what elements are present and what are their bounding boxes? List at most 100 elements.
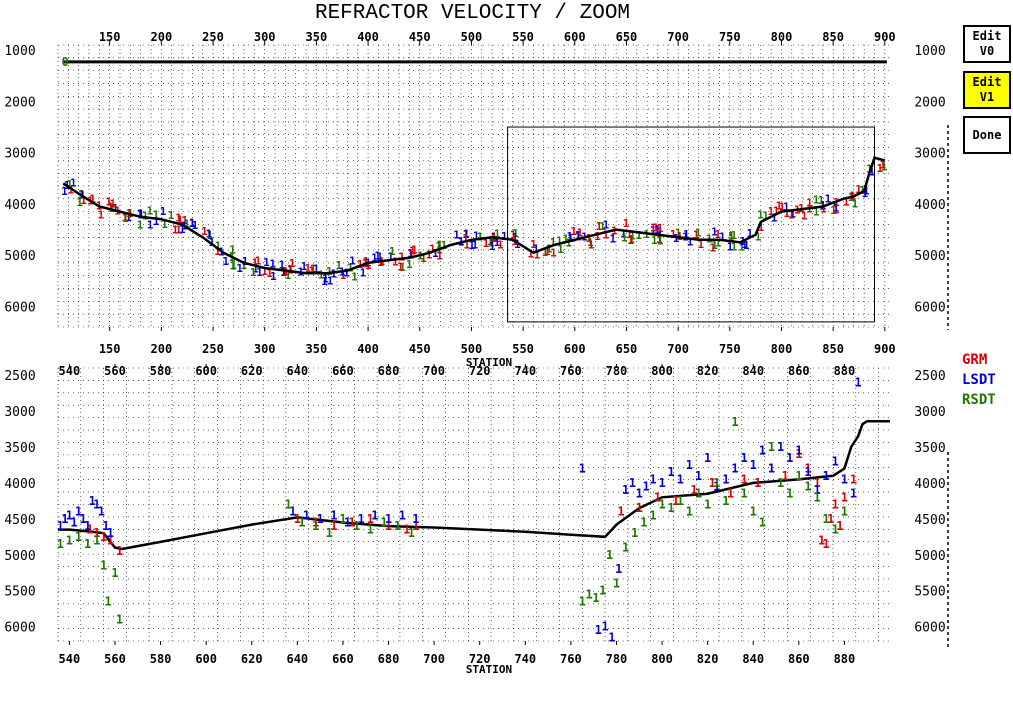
x-tick-label-top: 560 [104,364,126,378]
overview-point: 1 [269,257,276,270]
point-rsdt: 1 [57,537,64,551]
point-lsdt: 1 [777,440,784,454]
overview-point: 1 [89,192,96,205]
edit-v1-button[interactable]: Edit V1 [963,71,1011,109]
x-tick-label-top: 850 [822,30,844,44]
point-lsdt: 1 [579,462,586,476]
x-tick-label-top: 400 [357,30,379,44]
overview-point: 1 [108,202,115,215]
point-lsdt: 1 [850,487,857,501]
overview-point: 1 [223,255,230,268]
overview-point: 1 [365,259,372,272]
overview-point: 1 [727,240,734,253]
point-grm: 1 [727,487,734,501]
overview-point: 1 [556,234,563,247]
point-lsdt: 1 [66,508,73,522]
x-tick-label-bottom: 880 [834,652,856,666]
x-tick-label-bottom: 350 [306,342,328,356]
point-lsdt: 1 [841,472,848,486]
overview-point: 1 [172,223,179,236]
overview-point: 1 [349,255,356,268]
overview-point: 1 [408,249,415,262]
overview-point: 1 [351,270,358,283]
overview-point: 1 [98,209,105,222]
x-tick-label-bottom: 600 [195,652,217,666]
point-rsdt: 1 [111,566,118,580]
overview-point: 1 [80,194,87,207]
overview-point: 1 [436,250,443,263]
x-tick-label-top: 580 [150,364,172,378]
point-grm: 1 [100,530,107,544]
overview-point: 1 [161,218,168,231]
overview-point: 1 [783,200,790,213]
done-button[interactable]: Done [963,116,1011,154]
y-tick-label-left: 4500 [4,513,35,528]
overview-point: 1 [562,232,569,245]
overview-point: 1 [575,229,582,242]
point-rsdt: 1 [380,515,387,529]
overview-point: 1 [61,185,68,198]
point-lsdt: 1 [677,472,684,486]
overview-point: 1 [820,202,827,215]
overview-point: 1 [530,238,537,251]
overview-point: 1 [371,251,378,264]
overview-point: 1 [473,230,480,243]
point-rsdt: 1 [622,541,629,555]
point-rsdt: 1 [713,476,720,490]
overview-point: 1 [285,269,292,282]
point-rsdt: 1 [339,512,346,526]
point-lsdt: 1 [412,512,419,526]
x-tick-label-bottom: 800 [651,652,673,666]
point-rsdt: 1 [606,548,613,562]
overview-point: 1 [771,211,778,224]
x-tick-label-top: 820 [697,364,719,378]
y-tick-label-left: 5500 [4,585,35,600]
x-tick-label-bottom: 300 [254,342,276,356]
overview-point: 1 [650,222,657,235]
overview-point: 1 [728,232,735,245]
overview-point: 1 [586,232,593,245]
overview-point: 1 [305,262,312,275]
overview-point: 1 [67,184,74,197]
x-tick-label-top: 600 [564,30,586,44]
x-tick-label-bottom: 700 [667,342,689,356]
x-tick-label-top: 840 [742,364,764,378]
overview-point: 1 [620,227,627,240]
point-lsdt: 1 [608,630,615,644]
overview-point: 1 [252,256,259,269]
point-rsdt: 1 [93,533,100,547]
overview-point: 1 [189,217,196,230]
x-tick-label-top: 900 [874,30,896,44]
x-tick-label-top: 650 [616,30,638,44]
point-lsdt: 1 [93,498,100,512]
x-tick-label-top: 800 [771,30,793,44]
overview-point: 1 [214,245,221,258]
overview-point: 1 [177,214,184,227]
overview-point: 1 [179,223,186,236]
overview-point: 1 [122,211,129,224]
overview-point: 1 [175,212,182,225]
overview-point: 1 [728,232,735,245]
overview-point: 1 [435,240,442,253]
overview-point: 1 [483,237,490,250]
point-grm: 1 [312,515,319,529]
point-rsdt: 1 [731,415,738,429]
overview-point: 1 [594,230,601,243]
overview-point: 1 [494,227,501,240]
x-tick-label-top: 860 [788,364,810,378]
overview-point: 1 [567,232,574,245]
x-tick-label-bottom: 700 [423,652,445,666]
edit-v0-button[interactable]: Edit V0 [963,25,1011,63]
x-tick-label-bottom: 250 [202,342,224,356]
overview-point: 1 [776,200,783,213]
overview-point: 1 [768,205,775,218]
overview-point: 1 [377,256,384,269]
overview-point: 1 [818,194,825,207]
overview-point: 1 [762,210,769,223]
x-tick-label-top: 640 [286,364,308,378]
overview-point: 1 [407,247,414,260]
y-tick-label-left: 5000 [4,549,35,564]
y-tick-label-right: 3500 [914,441,945,456]
overview-point: 1 [855,183,862,196]
overview-point: 1 [398,250,405,263]
